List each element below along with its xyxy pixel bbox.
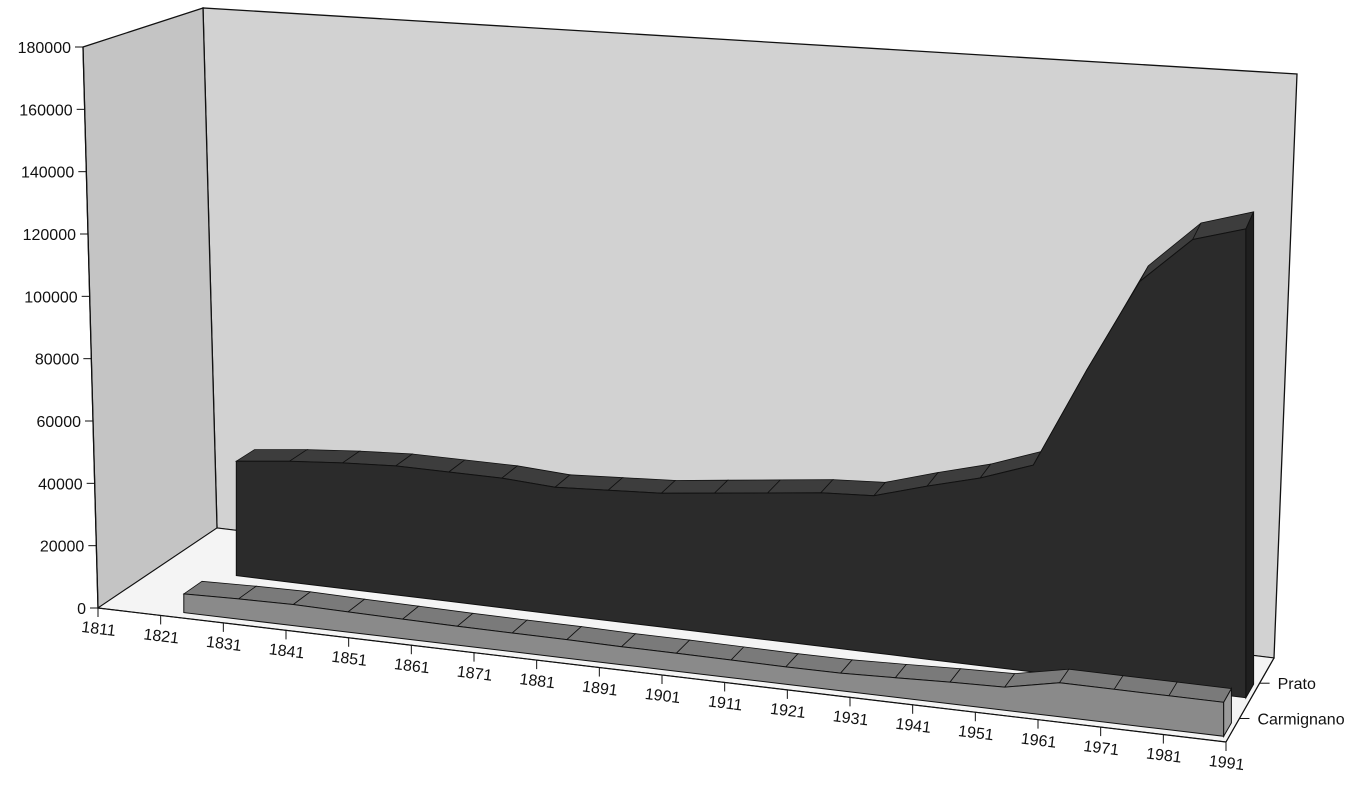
y-tick-label: 140000 xyxy=(21,165,74,182)
x-tick-label: 1811 xyxy=(80,619,116,640)
x-tick-label: 1931 xyxy=(832,708,870,729)
x-tick-label: 1951 xyxy=(957,723,995,744)
y-tick-label: 60000 xyxy=(37,414,82,431)
y-axis xyxy=(82,46,99,609)
y-tick-label: 120000 xyxy=(23,227,76,244)
x-tick-label: 1941 xyxy=(895,716,933,737)
x-tick-label: 1841 xyxy=(268,641,306,662)
x-tick-label: 1901 xyxy=(644,686,682,707)
side-wall xyxy=(82,7,218,610)
x-tick-label: 1921 xyxy=(769,701,807,722)
series-end-prato xyxy=(1245,211,1255,700)
y-tick-label: 20000 xyxy=(40,539,85,556)
x-tick-label: 1981 xyxy=(1145,745,1183,766)
depth-label: Prato xyxy=(1278,676,1316,693)
x-tick-label: 1971 xyxy=(1083,738,1121,759)
x-tick-label: 1891 xyxy=(581,678,619,699)
x-tick-label: 1861 xyxy=(393,656,431,677)
y-tick-label: 180000 xyxy=(18,40,71,57)
x-tick-label: 1851 xyxy=(331,649,369,670)
x-tick-label: 1871 xyxy=(456,664,494,685)
series-end-carmignano xyxy=(1223,686,1232,739)
depth-axis xyxy=(1225,657,1275,743)
y-tick-label: 0 xyxy=(77,601,86,618)
depth-label: Carmignano xyxy=(1257,711,1344,728)
y-tick-label: 100000 xyxy=(24,289,77,306)
x-tick-label: 1881 xyxy=(519,671,557,692)
y-tick-label: 80000 xyxy=(35,352,80,369)
x-tick-label: 1911 xyxy=(707,693,743,714)
y-tick-label: 40000 xyxy=(38,476,83,493)
y-tick-label: 160000 xyxy=(19,102,72,119)
x-tick-label: 1831 xyxy=(205,634,243,655)
x-tick-label: 1821 xyxy=(143,626,181,647)
x-tick-label: 1961 xyxy=(1020,731,1058,752)
x-tick-label: 1991 xyxy=(1208,753,1246,774)
